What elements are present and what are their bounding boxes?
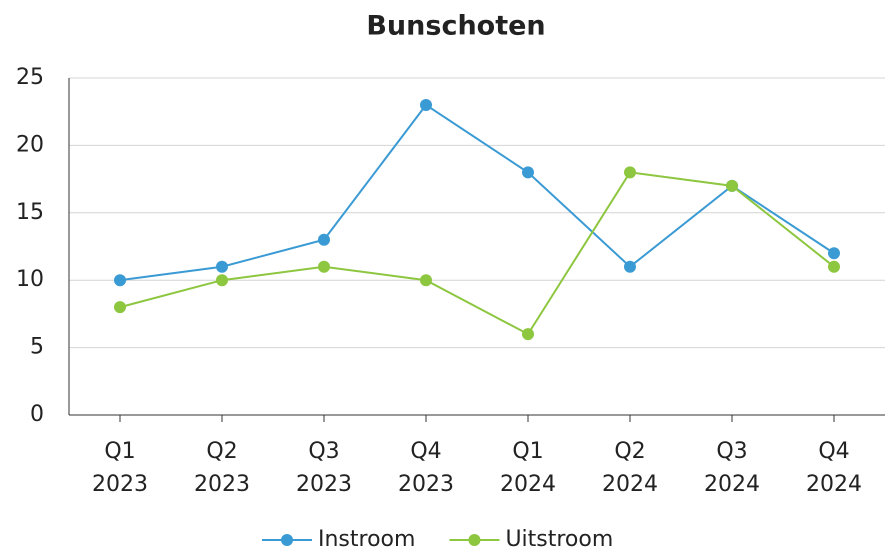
y-tick-label: 25	[16, 65, 44, 90]
y-tick-label: 5	[30, 335, 44, 360]
x-tick-label: Q2 2024	[602, 439, 658, 497]
legend-marker	[281, 534, 293, 546]
data-point	[114, 301, 126, 314]
legend-label: Uitstroom	[505, 527, 613, 551]
data-point	[216, 260, 228, 273]
x-tick-label: Q3 2023	[296, 439, 352, 497]
data-point	[624, 166, 636, 179]
data-point	[114, 274, 126, 287]
data-point	[624, 260, 636, 273]
data-point	[522, 166, 534, 179]
y-tick-label: 10	[16, 267, 44, 292]
y-tick-label: 20	[16, 132, 44, 157]
data-point	[522, 328, 534, 341]
series-line	[119, 103, 835, 282]
x-tick-label: Q3 2024	[704, 439, 760, 497]
x-tick-label: Q4 2024	[806, 439, 862, 497]
data-point	[318, 233, 330, 246]
x-tick-label: Q1 2023	[92, 439, 148, 497]
legend-marker	[468, 534, 481, 546]
chart-title: Bunschoten	[366, 11, 545, 42]
series-line	[119, 171, 835, 336]
x-tick-label: Q2 2023	[194, 439, 250, 497]
data-point	[828, 247, 840, 260]
y-tick-label: 0	[30, 402, 44, 427]
data-point	[726, 179, 738, 192]
data-point	[420, 98, 432, 111]
data-point	[318, 260, 330, 273]
data-point	[828, 260, 840, 273]
data-point	[216, 274, 228, 287]
y-tick-label: 15	[16, 200, 44, 225]
x-tick-label: Q4 2023	[398, 439, 454, 497]
data-point	[420, 274, 432, 287]
legend-label: Instroom	[318, 527, 415, 551]
x-tick-label: Q1 2024	[500, 439, 556, 497]
